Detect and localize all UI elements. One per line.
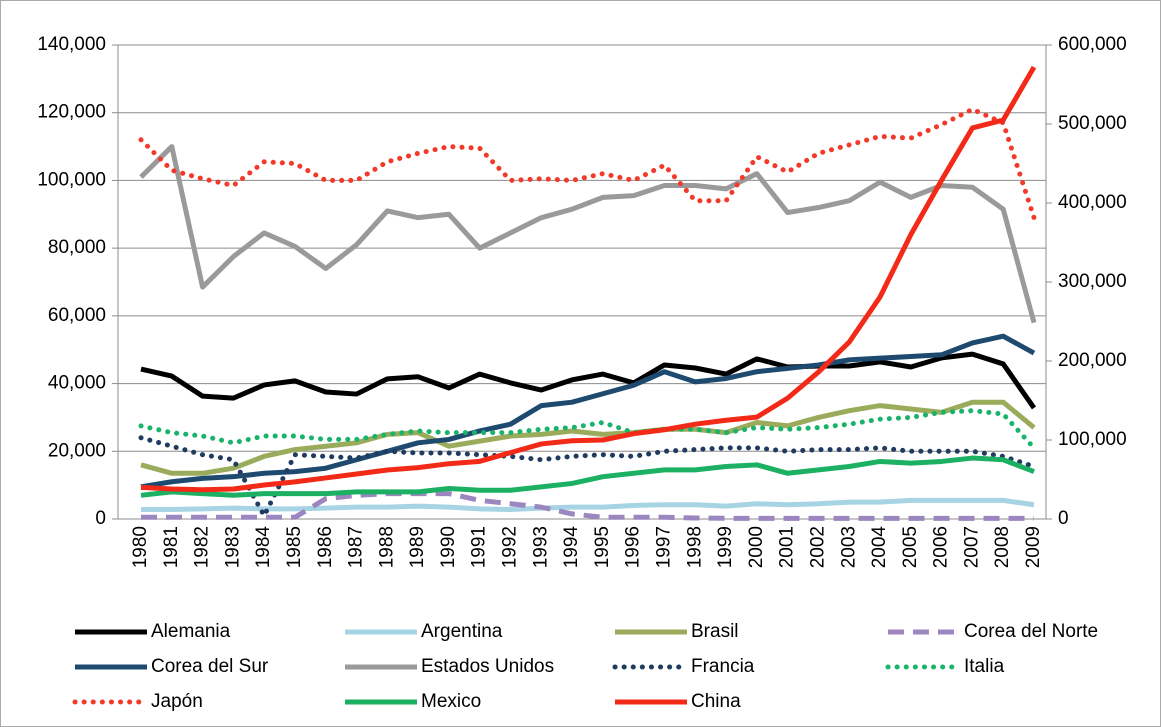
x-tick-label: 1989 [407,526,428,568]
legend-label: Mexico [421,691,481,712]
x-tick-label: 1991 [469,526,490,568]
x-tick-label: 2003 [838,526,859,568]
series-line [138,435,1037,519]
x-tick-label: 1993 [530,526,551,568]
series-line [141,491,1034,521]
y-tick-label: 60,000 [48,305,106,326]
x-tick-label: 1983 [222,526,243,568]
series-line [140,455,1035,498]
y-tick-label: 20,000 [48,440,106,461]
x-tick-label: 1982 [192,526,213,568]
y2-tick-label: 100,000 [1058,429,1127,450]
series-line [140,65,1037,493]
x-tick-label: 2000 [746,526,767,568]
series-line [139,144,1037,324]
legend-label: Brasil [691,621,739,642]
x-tick-label: 1995 [592,526,613,568]
legend-label: Corea del Sur [151,656,269,677]
x-tick-label: 2001 [777,526,798,568]
y-tick-label: 40,000 [48,373,106,394]
x-tick-label: 2007 [961,526,982,568]
legend-label: Alemania [151,621,231,642]
x-tick-label: 1998 [684,526,705,568]
series-line [140,351,1037,410]
x-tick-label: 1997 [653,526,674,568]
x-tick-label: 1988 [376,526,397,568]
x-tick-label: 1984 [253,526,274,569]
y2-tick-label: 500,000 [1058,113,1127,134]
x-tick-label: 1996 [623,526,644,568]
x-tick-label: 1981 [161,526,182,568]
series-line [140,399,1036,476]
x-tick-label: 2008 [992,526,1013,568]
y-tick-label: 100,000 [37,169,106,190]
y2-tick-label: 0 [1058,508,1069,529]
y2-tick-label: 600,000 [1058,34,1127,55]
legend-label: Italia [964,656,1005,677]
y2-tick-label: 300,000 [1058,271,1127,292]
x-tick-label: 2005 [900,526,921,568]
series-line [138,106,1037,221]
x-tick-label: 1994 [561,526,582,569]
x-tick-label: 1990 [438,526,459,568]
legend-label: Corea del Norte [964,621,1098,642]
x-tick-label: 1992 [500,526,521,568]
legend-label: Argentina [421,621,503,642]
y2-tick-label: 400,000 [1058,192,1127,213]
y-tick-label: 120,000 [37,102,106,123]
y-tick-label: 80,000 [48,237,106,258]
legend-label: Estados Unidos [421,656,554,677]
legend-label: Japón [151,691,203,712]
x-tick-label: 1980 [130,526,151,568]
series-line [140,333,1036,490]
x-tick-label: 1987 [346,526,367,568]
legend-label: Francia [691,656,755,677]
x-tick-label: 1986 [315,526,336,568]
y-tick-label: 140,000 [37,34,106,55]
x-tick-label: 1999 [715,526,736,568]
y2-tick-label: 200,000 [1058,350,1127,371]
y-tick-label: 0 [95,508,106,529]
x-tick-label: 1985 [284,526,305,568]
x-tick-label: 2006 [931,526,952,568]
x-tick-label: 2009 [1023,526,1044,568]
x-tick-label: 2002 [807,526,828,568]
x-tick-label: 2004 [869,526,890,569]
series-line [141,497,1035,513]
legend-label: China [691,691,741,712]
